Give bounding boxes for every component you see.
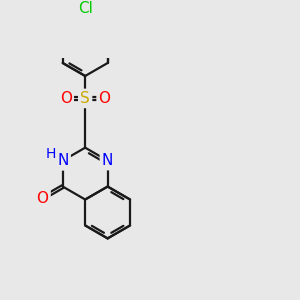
Text: O: O	[60, 91, 72, 106]
Text: N: N	[57, 153, 68, 168]
Text: N: N	[57, 153, 68, 168]
Text: S: S	[80, 91, 90, 106]
Text: Cl: Cl	[78, 1, 93, 16]
Text: O: O	[37, 191, 49, 206]
Text: H: H	[45, 146, 56, 161]
Text: O: O	[99, 91, 111, 106]
Text: N: N	[102, 153, 113, 168]
